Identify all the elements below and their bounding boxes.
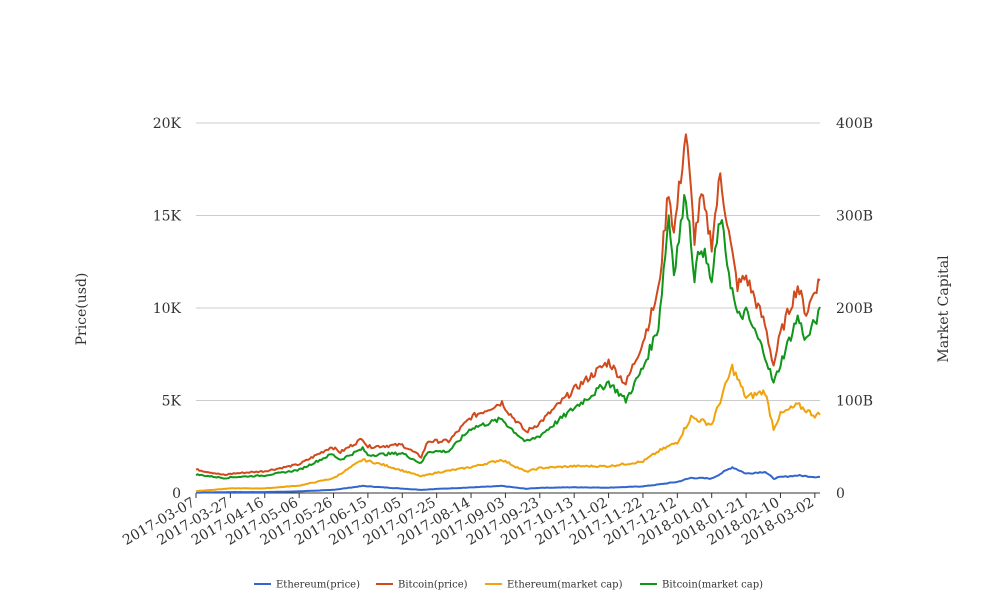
y-left-tick-label: 20K xyxy=(153,116,182,132)
y-axis-right-ticks: 0 100B 200B 300B 400B xyxy=(836,116,873,502)
series-line-ethereum-market-cap xyxy=(195,363,821,493)
y-axis-left-title: Price(usd) xyxy=(74,273,90,346)
x-axis-ticks: 2017-03-072017-03-272017-04-162017-05-06… xyxy=(120,493,817,549)
y-axis-left-ticks: 0 5K 10K 15K 20K xyxy=(153,116,182,502)
y-left-tick-label: 15K xyxy=(153,209,182,225)
series-line-ethereum-price xyxy=(196,466,820,494)
y-right-tick-label: 0 xyxy=(836,486,845,502)
legend-label: Ethereum(price) xyxy=(276,580,360,591)
y-left-tick-label: 5K xyxy=(162,394,182,410)
legend: Ethereum(price) Bitcoin(price) Ethereum(ma… xyxy=(254,580,763,591)
y-right-tick-label: 100B xyxy=(836,394,873,410)
legend-label: Bitcoin(price) xyxy=(398,580,468,591)
y-axis-right-title: Market Capital xyxy=(936,255,952,363)
series-line-bitcoin-price xyxy=(195,133,821,476)
y-right-tick-label: 200B xyxy=(836,301,873,317)
y-right-tick-label: 300B xyxy=(836,209,873,225)
legend-label: Bitcoin(market cap) xyxy=(662,580,763,591)
legend-label: Ethereum(market cap) xyxy=(507,580,623,591)
gridlines xyxy=(196,122,820,494)
series-line-bitcoin-market-cap xyxy=(195,194,821,480)
series-lines xyxy=(195,133,821,494)
y-right-tick-label: 400B xyxy=(836,116,873,132)
y-left-tick-label: 10K xyxy=(153,301,182,317)
y-left-tick-label: 0 xyxy=(172,486,181,502)
